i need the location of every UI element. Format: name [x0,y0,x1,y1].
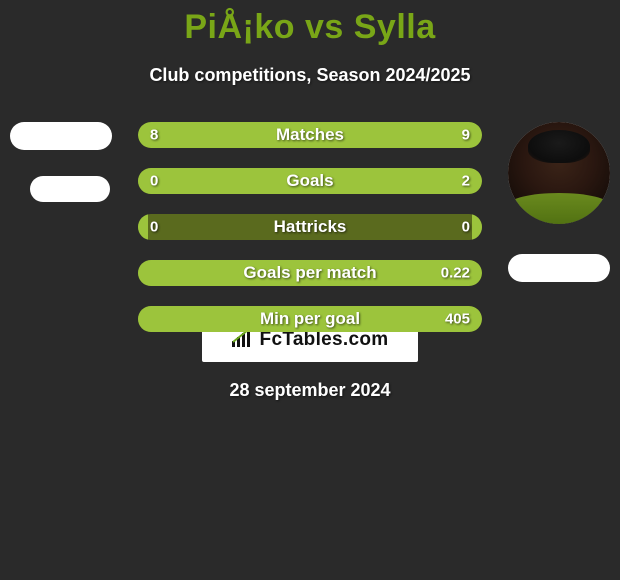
face-icon [508,122,610,224]
stat-bars: Matches89 Goals02 Hattricks0 0 Goals per mat… [138,122,482,352]
player-left-avatar-placeholder-top [10,122,112,150]
bar-left-fill [138,168,148,194]
player-left-avatar-placeholder-bottom [30,176,110,202]
bar-right-fill [300,122,482,148]
player-right-avatar [508,122,610,224]
bar-left-fill [138,306,148,332]
stat-row: Goals per match0.22 [138,260,482,286]
bar-right-fill [148,168,482,194]
stat-value-right: 0 [462,219,470,236]
bar-left-fill [138,214,148,240]
player-right-name-oval [508,254,610,282]
bar-right-fill [148,306,482,332]
page-title: PiÅ¡ko vs Sylla [0,8,620,47]
bar-left-fill [138,122,300,148]
stat-row: Hattricks0 0 [138,214,482,240]
stat-row: Min per goal405 [138,306,482,332]
bar-right-fill [148,260,482,286]
bar-left-fill [138,260,148,286]
bar-right-fill [472,214,482,240]
stat-row: Goals02 [138,168,482,194]
subtitle: Club competitions, Season 2024/2025 [0,65,620,86]
stat-row: Matches89 [138,122,482,148]
date-line: 28 september 2024 [0,380,620,401]
stat-label: Hattricks [138,217,482,237]
stat-value-left: 0 [150,219,158,236]
comparison-card: PiÅ¡ko vs Sylla Club competitions, Seaso… [0,8,620,401]
